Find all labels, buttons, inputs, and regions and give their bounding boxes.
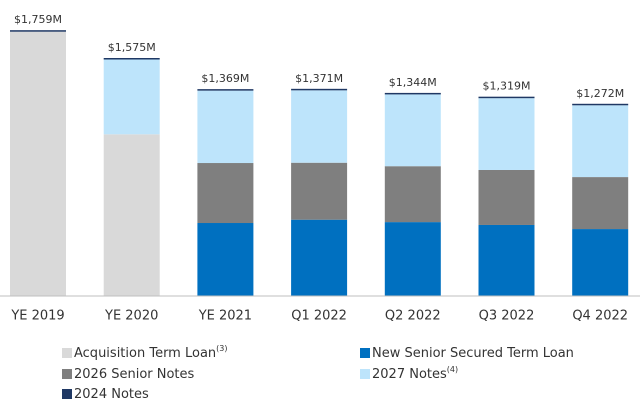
bar-segment (197, 90, 254, 164)
bar-segment (384, 94, 441, 167)
legend-note: (4) (447, 365, 458, 374)
bar-segment (572, 103, 629, 106)
x-tick-label: YE 2021 (198, 309, 252, 324)
total-label: $1,371M (295, 72, 343, 85)
bar-segment (384, 92, 441, 95)
total-label: $1,369M (201, 72, 249, 85)
legend-label: 2024 Notes (74, 387, 149, 402)
legend-name: 2024 Notes (74, 387, 149, 402)
legend-name: 2026 Senior Notes (74, 367, 195, 382)
bar-segment (478, 224, 535, 296)
x-tick-label: YE 2019 (10, 309, 64, 324)
bar-segment (103, 134, 160, 296)
bar-segment (478, 96, 535, 99)
bar-segment (572, 229, 629, 296)
x-tick-label: YE 2020 (104, 309, 158, 324)
legend-name: New Senior Secured Term Loan (372, 346, 574, 361)
bar-segment (291, 162, 348, 220)
legend-swatch (360, 369, 370, 379)
total-label: $1,272M (576, 87, 624, 100)
total-label: $1,344M (389, 76, 437, 89)
bar-segment (572, 105, 629, 178)
x-tick-label: Q2 2022 (385, 309, 441, 324)
bar-segment (197, 223, 254, 296)
legend-swatch (62, 348, 72, 358)
legend-swatch (62, 369, 72, 379)
total-label: $1,319M (483, 80, 531, 93)
total-label: $1,759M (14, 13, 62, 26)
x-tick-label: Q4 2022 (572, 309, 628, 324)
bar-segment (478, 98, 535, 170)
bar-segment (291, 90, 348, 163)
x-tick-label: Q3 2022 (479, 309, 535, 324)
legend-name: Acquisition Term Loan (74, 346, 216, 361)
bar-segment (384, 222, 441, 296)
bar-segment (291, 88, 348, 91)
bar-segment (197, 89, 254, 91)
bar-segment (478, 169, 535, 225)
legend-swatch (62, 389, 72, 399)
bar-segment (572, 177, 629, 230)
legend-label: New Senior Secured Term Loan (372, 346, 574, 361)
legend-label: 2027 Notes(4) (372, 365, 458, 382)
legend-note: (3) (216, 344, 227, 353)
bar-segment (291, 219, 348, 296)
total-label: $1,575M (108, 41, 156, 54)
bar-segment (103, 58, 160, 60)
bar-segment (103, 59, 160, 135)
bar-segment (384, 166, 441, 223)
legend-swatch (360, 348, 370, 358)
bar-segment (10, 31, 66, 297)
x-tick-label: Q1 2022 (291, 309, 347, 324)
legend-label: Acquisition Term Loan(3) (74, 344, 228, 361)
bar-segment (10, 30, 66, 32)
legend-name: 2027 Notes (372, 367, 447, 382)
bar-segment (197, 163, 254, 224)
legend-label: 2026 Senior Notes (74, 367, 195, 382)
